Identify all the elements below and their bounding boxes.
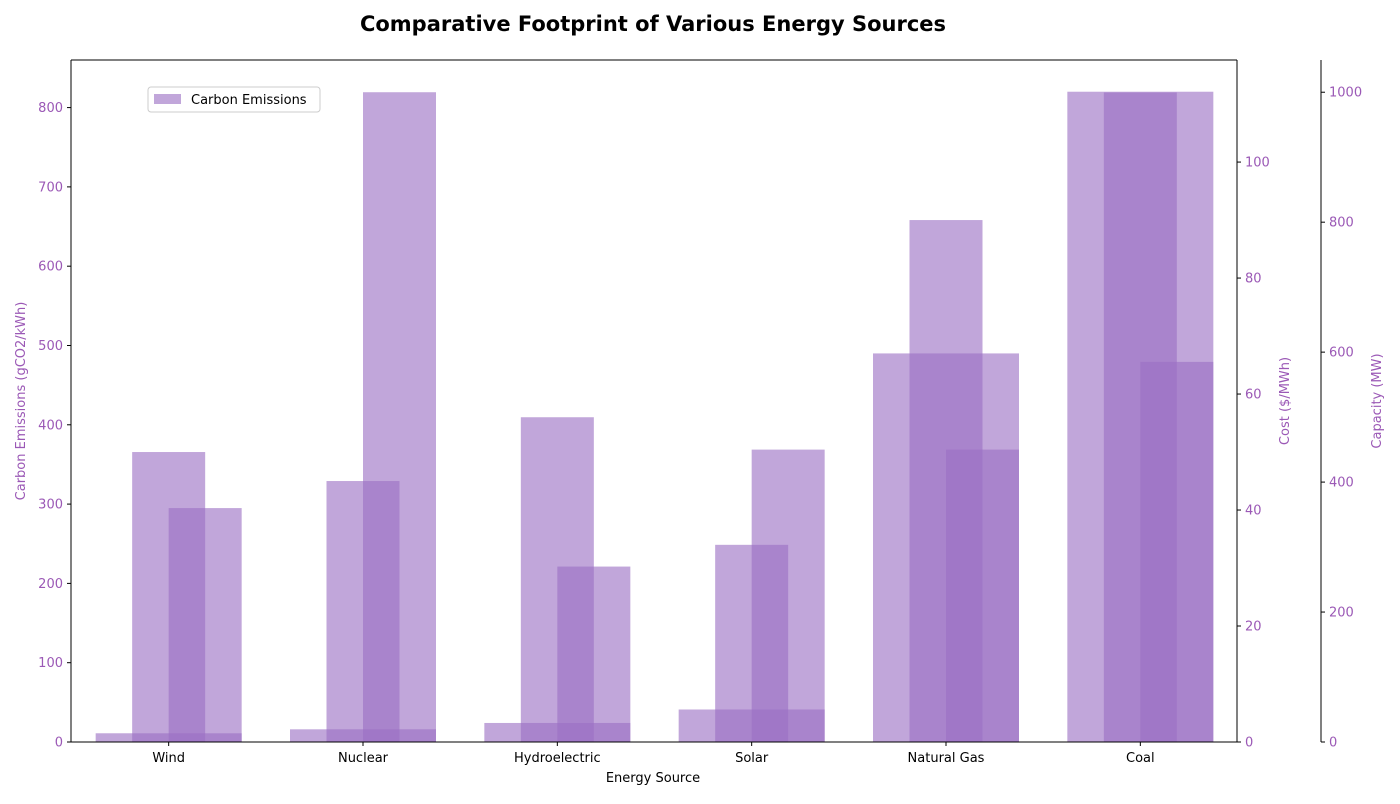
y-left-tick-label: 100 bbox=[38, 656, 63, 671]
y-left-tick-label: 300 bbox=[38, 498, 63, 513]
axes-layer: Wind Nuclear Hydroelectric Solar Natural Gas… bbox=[14, 59, 1385, 766]
x-tick-label: Coal bbox=[1126, 751, 1155, 766]
bar-right2-coal bbox=[1140, 361, 1214, 742]
bars-layer bbox=[95, 91, 1214, 743]
y-cost-tick-label: 40 bbox=[1245, 504, 1262, 519]
y-capacity-tick-label: 200 bbox=[1329, 606, 1354, 621]
y-capacity-axis-label: Capacity (MW) bbox=[1370, 353, 1385, 448]
legend-entry-label: Carbon Emissions bbox=[191, 93, 307, 108]
x-tick-label: Nuclear bbox=[338, 751, 389, 766]
y-left-tick-label: 200 bbox=[38, 577, 63, 592]
x-tick-label: Wind bbox=[152, 751, 185, 766]
y-left-tick-label: 400 bbox=[38, 418, 63, 433]
y-cost-tick-label: 20 bbox=[1245, 620, 1262, 635]
bar-right2-wind bbox=[168, 508, 242, 742]
y-left-tick-label: 800 bbox=[38, 101, 63, 116]
legend: Carbon Emissions bbox=[147, 86, 321, 113]
chart-title: Comparative Footprint of Various Energy … bbox=[360, 12, 946, 36]
x-tick-label: Solar bbox=[735, 751, 769, 766]
y-capacity-tick-label: 1000 bbox=[1329, 86, 1362, 101]
bar-right2-hydroelectric bbox=[557, 566, 631, 742]
y-left-tick-label: 600 bbox=[38, 260, 63, 275]
x-tick-label: Hydroelectric bbox=[514, 751, 601, 766]
y-cost-tick-label: 0 bbox=[1245, 736, 1253, 751]
y-cost-tick-label: 80 bbox=[1245, 272, 1262, 287]
x-tick-label: Natural Gas bbox=[908, 751, 985, 766]
y-cost-axis-label: Cost ($/MWh) bbox=[1278, 357, 1293, 445]
y-left-tick-label: 700 bbox=[38, 180, 63, 195]
y-left-tick-label: 0 bbox=[55, 736, 63, 751]
y-capacity-tick-label: 0 bbox=[1329, 736, 1337, 751]
y-left-axis-label: Carbon Emissions (gCO2/kWh) bbox=[14, 302, 29, 501]
y-capacity-tick-label: 800 bbox=[1329, 216, 1354, 231]
y-capacity-tick-label: 600 bbox=[1329, 346, 1354, 361]
legend-swatch bbox=[154, 94, 181, 104]
y-capacity-tick-label: 400 bbox=[1329, 476, 1354, 491]
bar-right2-nuclear bbox=[363, 92, 436, 743]
y-cost-tick-label: 100 bbox=[1245, 156, 1270, 171]
bar-right2-natural-gas bbox=[946, 449, 1019, 742]
y-cost-tick-label: 60 bbox=[1245, 388, 1262, 403]
legend-frame bbox=[147, 86, 321, 113]
y-left-tick-label: 500 bbox=[38, 339, 63, 354]
x-axis-label: Energy Source bbox=[606, 771, 700, 786]
bar-right2-solar bbox=[751, 449, 825, 742]
